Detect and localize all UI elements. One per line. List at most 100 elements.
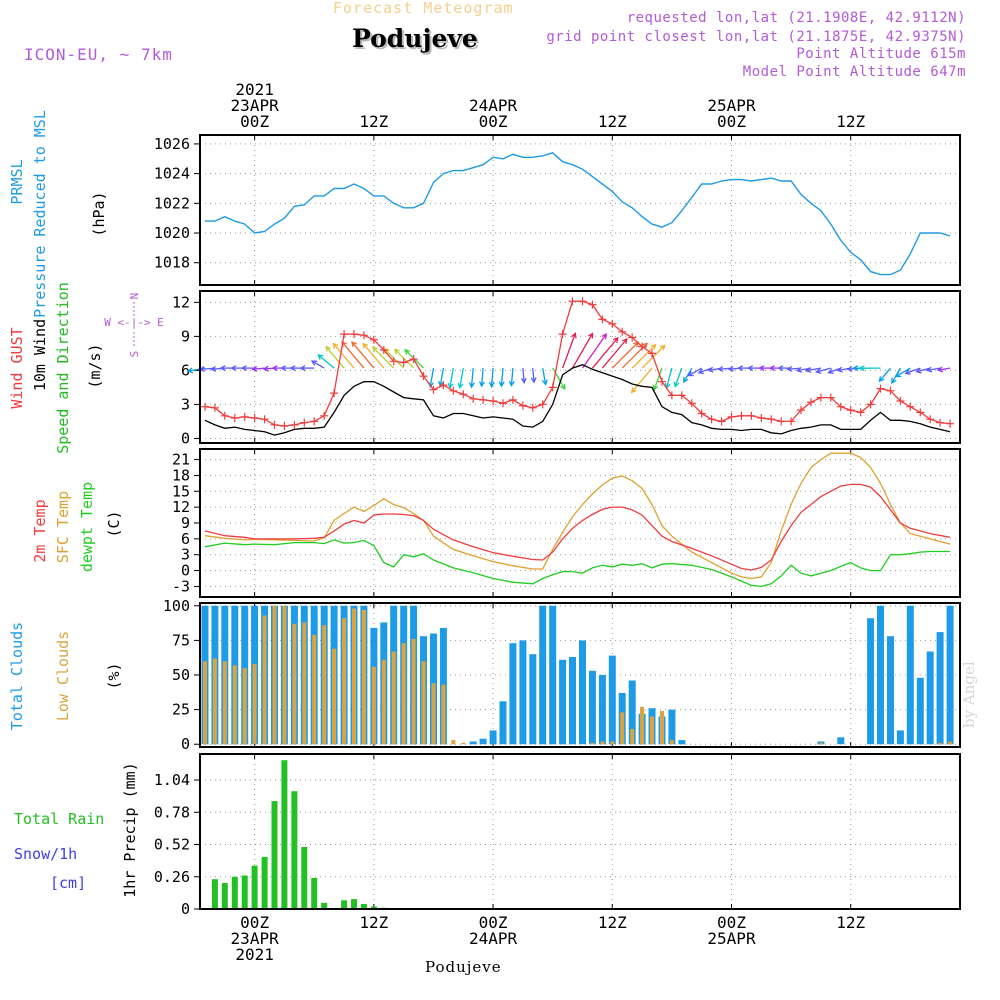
wind-arrow-head (498, 381, 505, 388)
wind-arrow-shaft (480, 368, 484, 387)
wind-arrow (251, 365, 265, 372)
grid-location: grid point closest lon,lat (21.1875E, 42… (546, 29, 966, 45)
chart-subtitle: Forecast Meteogram (333, 0, 514, 17)
wind-arrow-head (777, 365, 784, 372)
time-label-top: 12Z (836, 112, 865, 131)
bar-low-clouds (322, 625, 327, 745)
bar-low-clouds (352, 608, 356, 745)
wind-arrow-shaft (439, 367, 445, 387)
gust-marker (807, 398, 815, 407)
wind-arrow-head (707, 366, 714, 373)
bar-low-clouds (650, 716, 654, 745)
gust-marker (399, 358, 408, 367)
wind-arrow (332, 342, 355, 369)
wind-arrow-shaft (532, 368, 535, 383)
wind-arrow (351, 341, 375, 369)
wind-arrow (479, 368, 485, 388)
bar-low-clouds (461, 742, 466, 745)
wind-arrow-head (186, 367, 194, 374)
bar-low-clouds (421, 661, 426, 745)
y-tick-label: 9 (181, 327, 190, 345)
gust-marker (787, 417, 796, 426)
model-name: ICON-EU, ~ 7km (24, 45, 173, 64)
y-tick-label: 15 (172, 482, 190, 500)
gust-marker (429, 385, 438, 394)
bar-total-clouds (489, 730, 497, 745)
wind-arrow (468, 368, 475, 389)
y-tick-label: 12 (172, 293, 190, 311)
wind-arrow-shaft (601, 338, 628, 369)
bar-low-clouds (640, 706, 645, 745)
y-tick-label: 6 (181, 530, 190, 548)
bar-total-rain (360, 904, 367, 909)
label-10m-wind: 10m Wind (31, 319, 49, 391)
wind-arrow-head (630, 387, 637, 394)
wind-arrow-shaft (500, 368, 504, 387)
label-speed-direction: Speed and Direction (54, 282, 72, 454)
gust-marker (876, 384, 885, 393)
wind-arrow-head (468, 382, 475, 389)
wind-arrow-shaft (341, 341, 365, 369)
panel-pressure: 1018 1020 1022 1024 1026 (154, 135, 960, 285)
wind-arrow-head (737, 365, 744, 372)
y-tick-label: 0 (181, 562, 190, 580)
wind-arrow-head (652, 384, 659, 391)
compass-north: N (128, 293, 141, 300)
gust-marker (548, 383, 557, 392)
wind-arrow-shaft (510, 368, 514, 386)
wind-arrow (925, 366, 941, 373)
wind-arrow-shaft (351, 341, 375, 369)
wind-arrow (878, 367, 891, 383)
gust-marker (201, 402, 209, 411)
gust-marker (856, 408, 865, 417)
bar-total-clouds (896, 730, 904, 745)
wind-arrow-head (746, 365, 754, 372)
bar-total-clouds (469, 741, 477, 745)
wind-arrow-head (262, 365, 269, 372)
bar-total-rain (301, 847, 308, 909)
bar-total-rain (341, 900, 348, 909)
y-tick-label: 0 (181, 735, 190, 753)
wind-arrow (601, 337, 628, 369)
wind-arrow-head (768, 365, 775, 372)
wind-arrow-head (251, 365, 258, 372)
model-altitude: Model Point Altitude 647m (742, 64, 966, 80)
gust-marker (270, 420, 279, 429)
bar-total-clouds (509, 643, 517, 745)
label-snow: Snow/1h (14, 845, 77, 863)
unit-pressure: (hPa) (90, 191, 108, 236)
bar-total-clouds (668, 709, 676, 745)
wind-arrow-shaft (317, 354, 335, 369)
bar-low-clouds (282, 605, 287, 745)
y-tick-label: 50 (172, 666, 190, 684)
gust-marker (658, 377, 666, 386)
gust-marker (220, 411, 229, 420)
wind-arrow (664, 367, 673, 390)
gust-marker (250, 414, 259, 422)
bar-low-clouds (361, 609, 366, 745)
gust-marker (767, 415, 776, 424)
gust-marker (260, 415, 269, 424)
wind-arrow (683, 367, 693, 384)
wind-arrow-head (925, 366, 933, 373)
panel-frame-clouds (199, 602, 961, 748)
wind-arrow-head (827, 368, 834, 374)
gust-marker (230, 414, 239, 422)
bar-total-clouds (579, 640, 586, 745)
bar-low-clouds (451, 740, 456, 745)
wind-arrow-shaft (698, 367, 712, 374)
time-label-top: 00Z (240, 112, 269, 131)
wind-arrow (815, 367, 831, 374)
wind-arrow-shaft (688, 367, 703, 377)
y-tick-label: 0.52 (154, 836, 190, 854)
gust-marker (419, 372, 428, 381)
chart-title: Podujeve (352, 24, 478, 53)
bar-low-clouds (391, 651, 396, 745)
wind-arrow-shaft (522, 368, 525, 383)
gust-marker (936, 418, 945, 427)
wind-arrow-head (310, 360, 318, 366)
wind-arrow-shaft (905, 367, 921, 375)
gust-marker (926, 415, 935, 424)
wind-arrow-shaft (581, 333, 607, 369)
wind-arrow-head (488, 381, 495, 388)
